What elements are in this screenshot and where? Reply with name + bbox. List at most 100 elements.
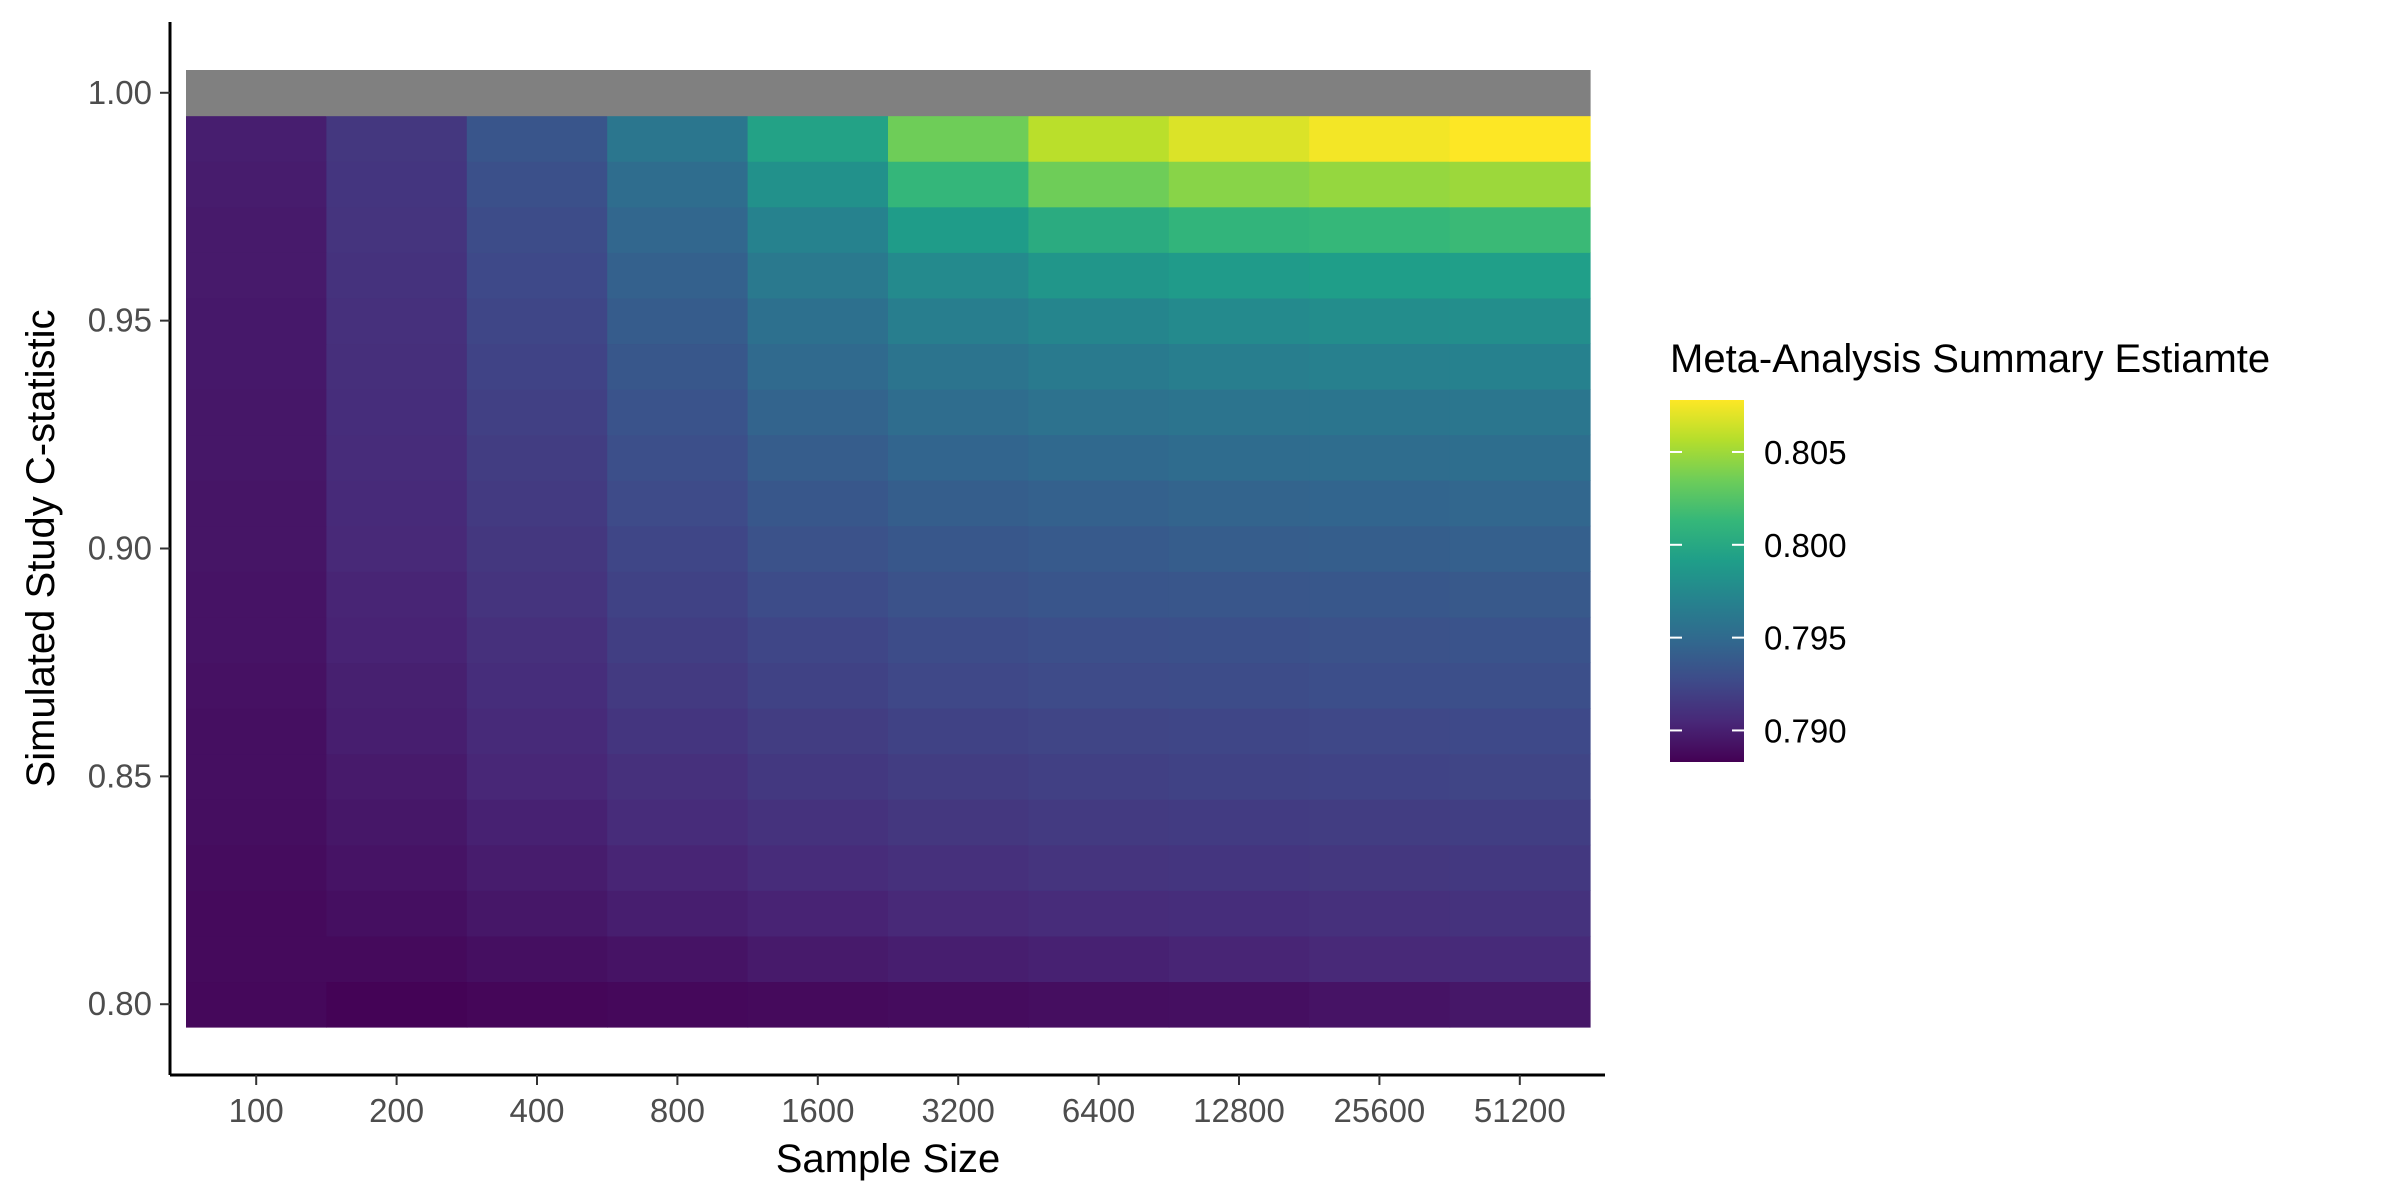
heatmap-cell: [1449, 571, 1591, 618]
heatmap-cell: [888, 480, 1029, 527]
heatmap-cell: [1028, 297, 1170, 345]
heatmap-cell: [326, 206, 468, 253]
heatmap-cell: [1449, 935, 1591, 983]
heatmap-cell: [1309, 935, 1451, 983]
heatmap-cell: [888, 115, 1029, 162]
heatmap-cell: [466, 662, 608, 709]
heatmap-cell: [466, 935, 608, 983]
heatmap-cell: [1309, 252, 1451, 299]
heatmap-cell: [466, 161, 608, 208]
heatmap-cell: [1028, 890, 1170, 937]
heatmap-cell: [607, 708, 749, 755]
heatmap-cell: [747, 662, 889, 709]
legend-tick-label: 0.805: [1764, 434, 1847, 471]
heatmap-cell: [747, 616, 889, 664]
heatmap-cell: [326, 571, 468, 618]
heatmap-cell: [1168, 662, 1310, 709]
heatmap-cell: [466, 890, 608, 937]
heatmap-cell: [1449, 70, 1591, 117]
heatmap-cell: [747, 252, 889, 299]
heatmap-cell: [466, 708, 608, 755]
heatmap-cell: [1168, 343, 1310, 390]
heatmap-cell: [888, 753, 1029, 800]
heatmap-cell: [888, 662, 1029, 709]
x-tick-label: 100: [229, 1092, 284, 1129]
heatmap-cell: [1449, 708, 1591, 755]
heatmap-cell: [747, 844, 889, 891]
heatmap-cell: [466, 525, 608, 572]
heatmap-cell: [186, 753, 327, 800]
heatmap-cell: [326, 616, 468, 664]
heatmap-cell: [747, 389, 889, 436]
heatmap-cell: [747, 206, 889, 253]
heatmap-cell: [1168, 70, 1310, 117]
heatmap-cell: [1449, 525, 1591, 572]
heatmap-cell: [1168, 935, 1310, 983]
heatmap-cell: [888, 161, 1029, 208]
heatmap-cell: [607, 252, 749, 299]
heatmap-cell: [1449, 799, 1591, 846]
heatmap-cell: [1168, 571, 1310, 618]
x-tick-label: 12800: [1193, 1092, 1285, 1129]
heatmap-cell: [1168, 389, 1310, 436]
heatmap-cell: [607, 525, 749, 572]
heatmap-cell: [466, 571, 608, 618]
heatmap-cell: [326, 480, 468, 527]
heatmap-cell: [747, 115, 889, 162]
heatmap-cell: [466, 799, 608, 846]
heatmap-cell: [326, 297, 468, 345]
heatmap-cell: [1028, 844, 1170, 891]
heatmap-cell: [1168, 890, 1310, 937]
heatmap-cell: [1028, 525, 1170, 572]
heatmap-cell: [186, 161, 327, 208]
heatmap-cell: [466, 343, 608, 390]
heatmap-cell: [1309, 434, 1451, 481]
heatmap-cell: [888, 70, 1029, 117]
heatmap-cell: [1028, 708, 1170, 755]
heatmap-cell: [1309, 708, 1451, 755]
x-tick-label: 51200: [1474, 1092, 1566, 1129]
heatmap-cell: [466, 70, 608, 117]
x-tick-label: 6400: [1062, 1092, 1135, 1129]
heatmap-cell: [186, 252, 327, 299]
heatmap-cell: [186, 115, 327, 162]
y-tick-label: 0.90: [88, 530, 152, 567]
legend-tick-label: 0.800: [1764, 527, 1847, 564]
heatmap-cell: [1449, 753, 1591, 800]
heatmap-cell: [1309, 753, 1451, 800]
legend-ticks: 0.790 0.795 0.800 0.805: [1670, 434, 1847, 749]
heatmap-cell: [888, 981, 1029, 1028]
heatmap-cell: [607, 616, 749, 664]
heatmap-cell: [1028, 616, 1170, 664]
heatmap-cell: [186, 480, 327, 527]
heatmap-cell: [1028, 343, 1170, 390]
heatmap-cell: [607, 161, 749, 208]
heatmap-cell: [1168, 981, 1310, 1028]
heatmap-cell: [747, 935, 889, 983]
heatmap-cell: [1309, 571, 1451, 618]
heatmap-cell: [888, 935, 1029, 983]
heatmap-cell: [466, 297, 608, 345]
heatmap-cell: [1028, 434, 1170, 481]
heatmap-cell: [747, 434, 889, 481]
heatmap-cell: [747, 981, 889, 1028]
heatmap-cell: [326, 753, 468, 800]
heatmap-cell: [466, 115, 608, 162]
heatmap-cell: [186, 890, 327, 937]
heatmap-cell: [1028, 480, 1170, 527]
heatmap-cell: [186, 616, 327, 664]
heatmap-cell: [466, 753, 608, 800]
heatmap-cell: [1309, 389, 1451, 436]
heatmap-cell: [1168, 753, 1310, 800]
heatmap-cell: [607, 389, 749, 436]
heatmap-cell: [747, 525, 889, 572]
heatmap-cell: [1309, 115, 1451, 162]
heatmap-cell: [326, 708, 468, 755]
legend-colorbar: [1670, 400, 1744, 762]
heatmap-cell: [1309, 981, 1451, 1028]
heatmap-cell: [888, 252, 1029, 299]
heatmap-cell: [326, 525, 468, 572]
heatmap-cell: [326, 389, 468, 436]
heatmap-cell: [1449, 297, 1591, 345]
heatmap-cell: [186, 297, 327, 345]
